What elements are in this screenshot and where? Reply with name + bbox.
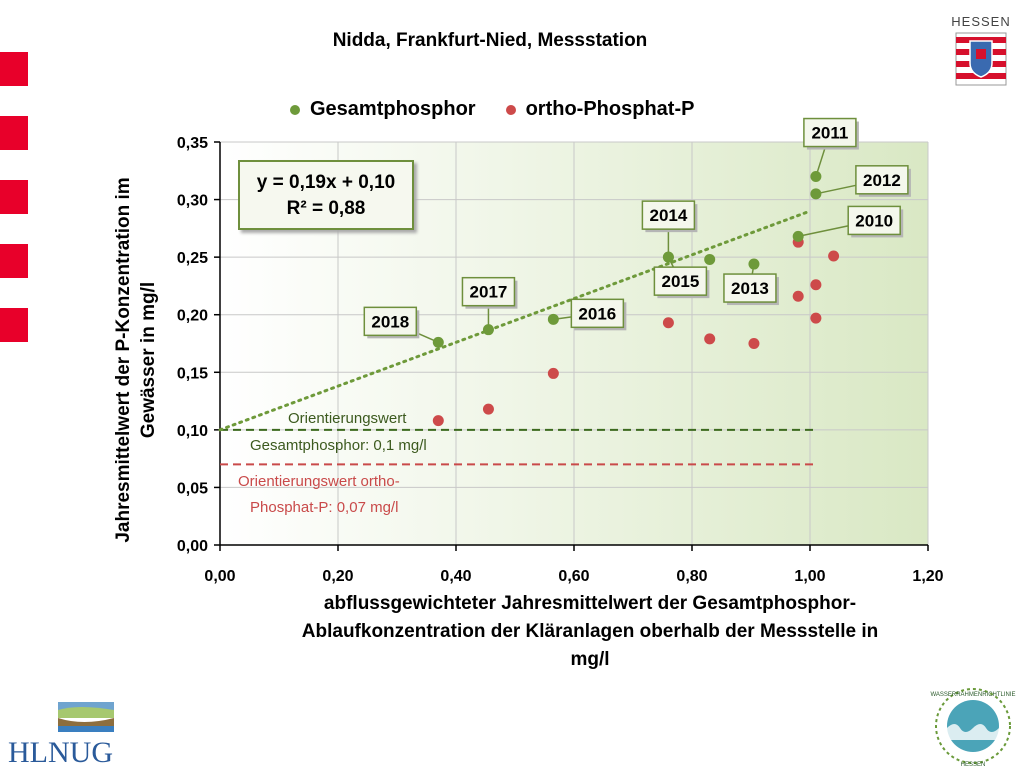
y-tick-label: 0,05 [177, 480, 208, 497]
x-tick-label: 0,60 [558, 568, 589, 585]
legend-item-gesamtphosphor: Gesamtphosphor [290, 98, 476, 121]
r-squared: R² = 0,88 [286, 198, 366, 219]
reference-label-orthophosphat-line1: Orientierungswert ortho- [238, 473, 400, 490]
orthophosphat-point [432, 415, 444, 427]
chart-title: Nidda, Frankfurt-Nied, Messstation [332, 30, 648, 51]
year-label: 2018 [371, 312, 409, 331]
wrrl-logo-text: WASSERRAHMENRICHTLINIE [930, 692, 1015, 698]
gesamtphosphor-point [432, 336, 444, 348]
data-points [432, 171, 840, 427]
hlnug-logo: HLNUG [8, 702, 114, 768]
gesamtphosphor-point [792, 230, 804, 242]
gesamtphosphor-point [810, 171, 822, 183]
y-tick-label: 0,25 [177, 250, 208, 267]
x-tick-label: 0,00 [204, 568, 235, 585]
x-tick-label: 0,40 [440, 568, 471, 585]
orthophosphat-point [662, 317, 674, 329]
side-block [0, 244, 28, 278]
x-axis-label-line: abflussgewichteter Jahresmittelwert der … [323, 593, 857, 614]
legend: Gesamtphosphor ortho-Phosphat-P [290, 98, 694, 121]
side-block [0, 52, 28, 86]
year-label: 2012 [863, 171, 901, 190]
year-label: 2016 [578, 304, 616, 323]
orthophosphat-point [828, 250, 840, 262]
reference-label-gesamtphosphor-line1: Orientierungswert [288, 410, 407, 427]
x-tick-label: 0,80 [676, 568, 707, 585]
reference-label-orthophosphat-line2: Phosphat-P: 0,07 mg/l [250, 499, 398, 516]
hessen-logo-text: HESSEN [951, 14, 1011, 29]
y-tick-label: 0,30 [177, 193, 208, 210]
side-block [0, 180, 28, 214]
hlnug-logo-text: HLNUG [8, 736, 113, 768]
year-label: 2014 [649, 206, 687, 225]
x-tick-label: 1,20 [912, 568, 943, 585]
orthophosphat-point [482, 403, 494, 415]
gesamtphosphor-point [810, 188, 822, 200]
y-tick-label: 0,35 [177, 135, 208, 152]
year-label: 2017 [470, 283, 508, 302]
regression-equation-box: y = 0,19x + 0,10 R² = 0,88 [238, 160, 414, 230]
reference-lines: Orientierungswert Gesamtphosphor: 0,1 mg… [220, 410, 816, 516]
orthophosphat-point [792, 290, 804, 302]
orthophosphat-point [547, 367, 559, 379]
callout-box [363, 306, 418, 337]
regression-equation: y = 0,19x + 0,10 [256, 172, 396, 193]
y-axis-label-line: Jahresmittelwert der P-Konzentration im [113, 177, 134, 543]
y-tick-label: 0,10 [177, 423, 208, 440]
orthophosphat-point [704, 333, 716, 345]
axes [214, 141, 929, 551]
hessen-logo: HESSEN [950, 14, 1012, 94]
callout-box [653, 266, 708, 296]
callout-box [461, 276, 516, 307]
y-tick-label: 0,20 [177, 308, 208, 325]
callout-box [570, 298, 625, 329]
year-label: 2013 [731, 279, 769, 298]
reference-label-gesamtphosphor-line2: Gesamtphosphor: 0,1 mg/l [250, 437, 427, 454]
callout-box [855, 165, 909, 195]
legend-item-orthophosphat: ortho-Phosphat-P [505, 98, 695, 121]
orthophosphat-point [810, 279, 822, 291]
trendline [218, 209, 812, 432]
legend-label: ortho-Phosphat-P [525, 98, 695, 120]
callout-box [723, 273, 777, 303]
tick-labels: 0,00 0,20 0,40 0,60 0,80 1,00 1,20 0,00 0,05 0,10… [177, 135, 944, 585]
x-axis-label-line: Ablaufkonzentration der Kläranlagen ober… [301, 621, 879, 642]
orthophosphat-point [810, 312, 822, 324]
x-axis-label-line: mg/l [570, 649, 610, 670]
y-axis-label: Jahresmittelwert der P-Konzentration im … [111, 177, 161, 542]
legend-marker-icon [290, 104, 300, 115]
callout-box [641, 200, 696, 230]
y-axis-label-line: Gewässer in mg/l [138, 281, 159, 439]
x-axis-label: abflussgewichteter Jahresmittelwert der … [200, 590, 980, 674]
callout-box [803, 117, 857, 148]
gesamtphosphor-point [662, 251, 674, 263]
side-block [0, 116, 28, 150]
gesamtphosphor-point [547, 313, 559, 325]
callout-box [847, 205, 901, 236]
side-block [0, 308, 28, 342]
legend-label: Gesamtphosphor [310, 98, 476, 120]
x-tick-label: 0,20 [322, 568, 353, 585]
wasserrahmenrichtlinie-logo: WASSERRAHMENRICHTLINIE HESSEN [930, 688, 1016, 768]
year-label: 2011 [811, 124, 848, 143]
y-tick-label: 0,15 [177, 365, 208, 382]
year-callouts: 2018 2017 2016 2014 2015 2013 2010 2011 2012 [363, 117, 911, 344]
orthophosphat-point [748, 338, 760, 349]
y-tick-label: 0,00 [177, 538, 208, 555]
gesamtphosphor-point [482, 324, 494, 336]
year-label: 2015 [661, 272, 699, 291]
gesamtphosphor-point [704, 253, 716, 265]
hessen-coat-of-arms-icon [955, 32, 1007, 86]
year-label: 2010 [855, 211, 893, 230]
gesamtphosphor-point [748, 258, 760, 270]
x-tick-label: 1,00 [794, 568, 825, 585]
legend-marker-icon [505, 104, 516, 115]
wrrl-logo-subtext: HESSEN [961, 762, 986, 768]
